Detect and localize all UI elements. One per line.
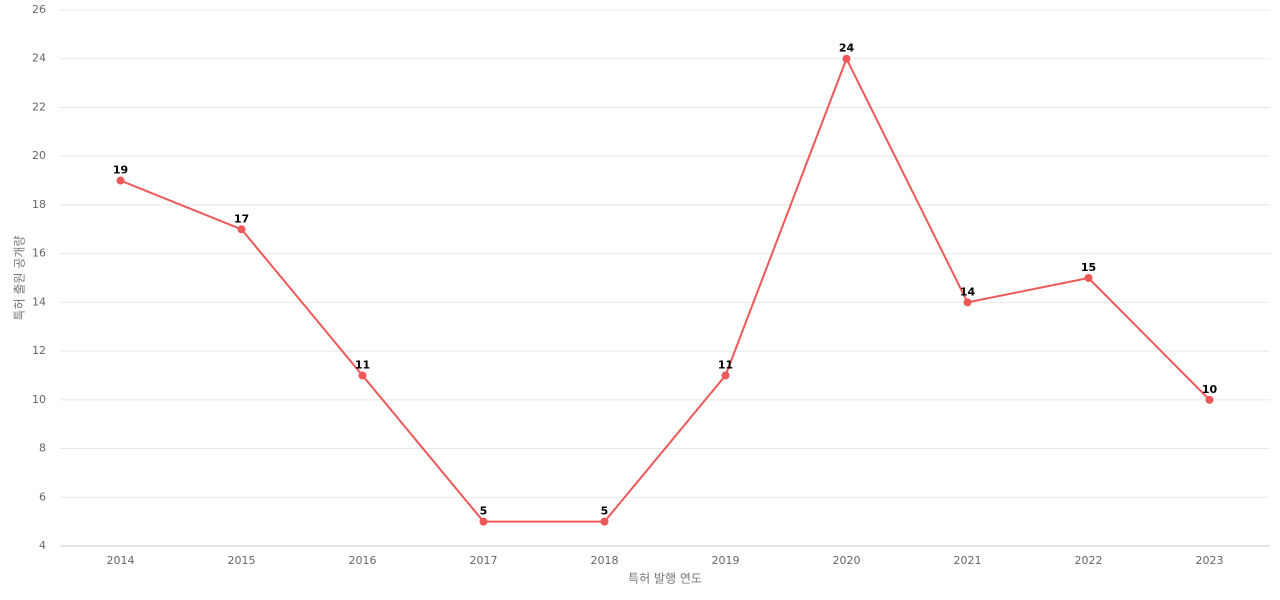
y-tick-label: 24 [32, 52, 46, 65]
y-tick-label: 12 [32, 344, 46, 357]
y-tick-label: 26 [32, 3, 46, 16]
data-label: 11 [355, 358, 370, 371]
x-tick-label: 2019 [712, 554, 740, 567]
point [116, 176, 125, 185]
y-tick-label: 22 [32, 100, 46, 113]
x-tick-label: 2015 [228, 554, 256, 567]
y-tick-label: 18 [32, 198, 46, 211]
point [237, 225, 246, 234]
x-tick-label: 2014 [107, 554, 135, 567]
data-label: 11 [718, 358, 733, 371]
x-tick-label: 2022 [1075, 554, 1103, 567]
y-tick-label: 14 [32, 295, 46, 308]
point [842, 54, 851, 63]
data-label: 24 [839, 42, 855, 55]
x-tick-label: 2023 [1196, 554, 1224, 567]
data-label: 14 [960, 285, 976, 298]
x-tick-label: 2020 [833, 554, 861, 567]
data-label: 10 [1202, 383, 1218, 396]
y-axis-label: 특허 출원 공개량 [13, 236, 27, 321]
point [1205, 395, 1214, 404]
y-tick-label: 10 [32, 393, 46, 406]
y-tick-label: 8 [39, 442, 46, 455]
x-axis-label: 특허 발행 연도 [628, 571, 702, 586]
data-label: 17 [234, 212, 249, 225]
y-tick-label: 16 [32, 247, 46, 260]
point [721, 371, 730, 380]
point [600, 517, 609, 526]
point [1084, 274, 1093, 282]
x-tick-label: 2018 [591, 554, 619, 567]
data-label: 15 [1081, 261, 1096, 274]
x-tick-label: 2017 [470, 554, 498, 567]
point [358, 371, 367, 380]
y-tick-label: 20 [32, 149, 46, 162]
point [479, 517, 488, 526]
x-tick-label: 2016 [349, 554, 377, 567]
point [963, 298, 972, 307]
y-tick-label: 6 [39, 490, 46, 503]
x-tick-label: 2021 [954, 554, 982, 567]
data-label: 5 [480, 505, 488, 518]
line [120, 56, 1211, 523]
data-label: 19 [113, 164, 128, 177]
data-label: 5 [601, 505, 609, 518]
y-tick-label: 4 [39, 539, 46, 552]
